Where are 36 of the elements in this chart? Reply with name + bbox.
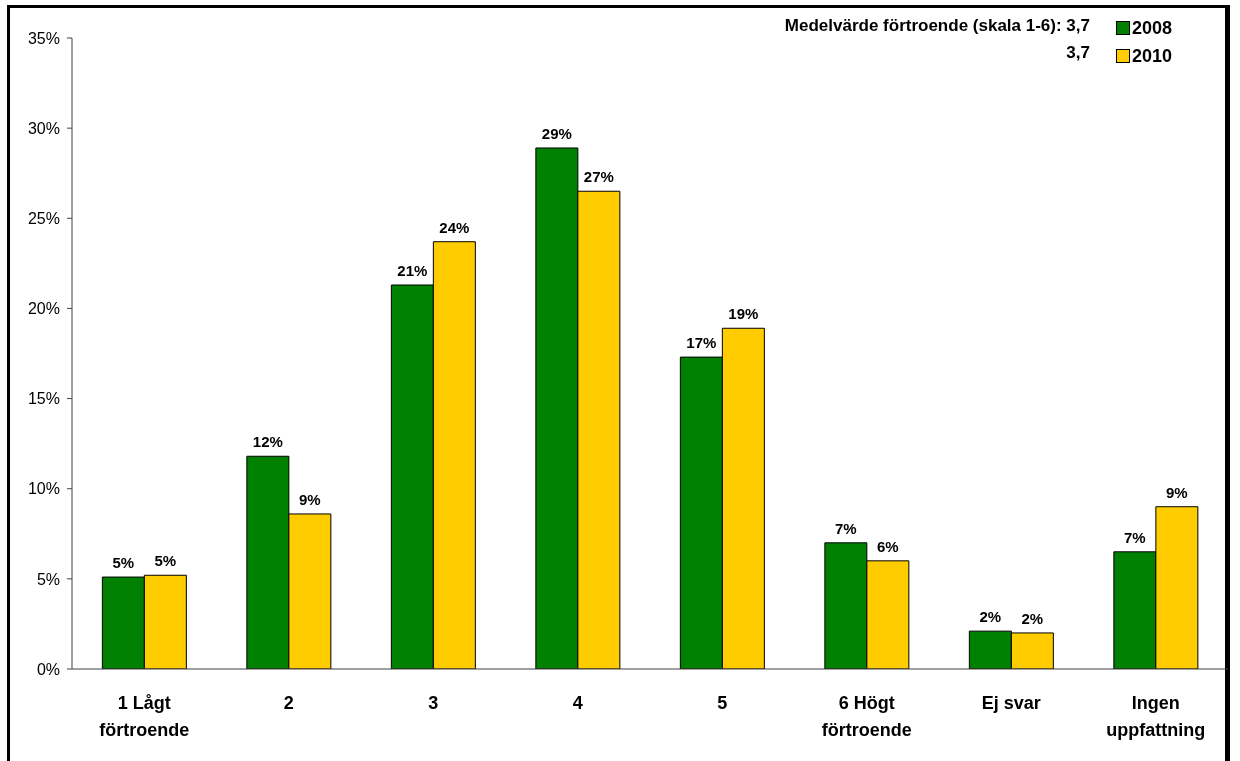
data-label: 5% — [112, 554, 135, 572]
y-tick-label: 25% — [27, 209, 60, 227]
y-tick-label: 35% — [27, 29, 60, 47]
y-tick-label: 30% — [27, 119, 60, 137]
y-tick-label: 5% — [36, 570, 60, 588]
data-label: 21% — [397, 261, 428, 279]
y-tick-label: 15% — [27, 390, 60, 408]
data-label: 19% — [728, 305, 759, 323]
data-label: 2% — [979, 608, 1002, 626]
data-label: 7% — [835, 519, 857, 537]
x-tick-label: 4 — [572, 693, 583, 713]
x-tick-label: 6 Högt förtroende — [821, 693, 912, 740]
y-tick-label: 10% — [27, 480, 60, 498]
x-tick-label: 1 Lågt förtroende — [99, 693, 190, 740]
x-tick-label: Ingen uppfattning — [1106, 693, 1206, 740]
data-label: 17% — [686, 334, 717, 352]
x-tick-label: 5 — [717, 693, 728, 713]
data-label: 2% — [1021, 609, 1044, 627]
data-label: 12% — [252, 433, 283, 451]
data-label: 9% — [1166, 483, 1188, 501]
data-label: 5% — [154, 552, 177, 570]
x-tick-label: Ej svar — [981, 693, 1041, 713]
legend-label: 2010 — [1132, 45, 1173, 67]
annotation: 3,7 — [1066, 43, 1090, 63]
data-label: 9% — [299, 490, 321, 508]
data-label: 27% — [583, 168, 614, 186]
x-tick-label: 3 — [428, 693, 439, 713]
x-tick-label: 2 — [283, 693, 294, 713]
data-label: 29% — [541, 124, 572, 142]
y-tick-label: 20% — [27, 300, 60, 318]
data-label: 7% — [1124, 528, 1146, 546]
y-tick-label: 0% — [36, 660, 60, 678]
legend-label: 2008 — [1132, 17, 1173, 39]
data-label: 24% — [439, 218, 470, 236]
text: Medelvärde förtroende (skala 1-6): 3,7 — [784, 16, 1090, 36]
data-label: 6% — [877, 537, 899, 555]
